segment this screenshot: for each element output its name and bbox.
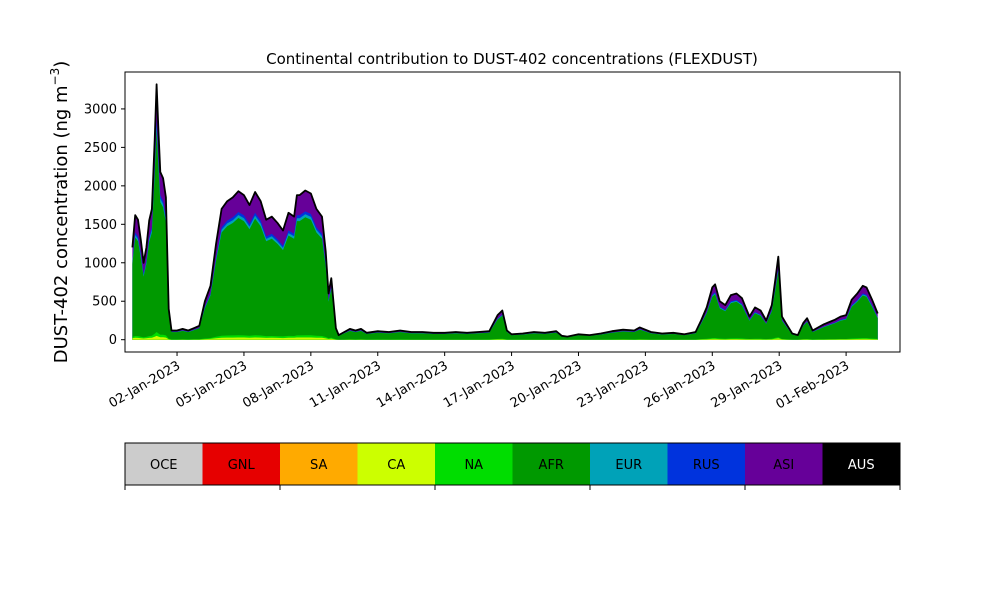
legend-colorbar: OCE GNL SA CA NA AFR EUR RUS ASI AUS [124, 442, 901, 490]
stacked-area-layer [131, 83, 879, 340]
legend-label-eur: EUR [615, 458, 642, 473]
x-tick-label: 11-Jan-2023 [307, 358, 384, 411]
total-line [131, 83, 879, 338]
plot-frame [124, 71, 901, 353]
legend-label-ca: CA [387, 458, 405, 473]
x-tick-label: 01-Feb-2023 [774, 358, 853, 412]
y-axis-label-exponent: −3 [48, 68, 62, 86]
y-tick-label: 3000 [84, 102, 117, 117]
legend-label-afr: AFR [539, 458, 564, 473]
legend-label-gnl: GNL [228, 458, 256, 473]
x-tick-label: 20-Jan-2023 [508, 358, 585, 411]
legend-label-rus: RUS [693, 458, 720, 473]
legend-label-na: NA [464, 458, 483, 473]
y-ticks: 0 500 1000 1500 2000 2500 3000 [84, 102, 125, 348]
x-tick-label: 02-Jan-2023 [106, 358, 183, 411]
x-tick-label: 05-Jan-2023 [173, 358, 250, 411]
legend-swatch-oce [125, 443, 203, 485]
y-axis-label: DUST-402 concentration (ng m−3) [48, 61, 72, 364]
legend-swatch-gnl [202, 443, 281, 485]
legend-swatch-rus [667, 443, 746, 485]
y-tick-label: 1000 [84, 256, 117, 271]
axes-layer [124, 71, 901, 353]
area-series-ca [132, 335, 878, 340]
x-tick-label: 08-Jan-2023 [240, 358, 317, 411]
y-tick-label: 1500 [84, 218, 117, 233]
y-axis-label-main: DUST-402 concentration (ng m [51, 85, 72, 363]
chart-title: Continental contribution to DUST-402 con… [266, 50, 758, 68]
x-tick-label: 14-Jan-2023 [374, 358, 451, 411]
area-series-afr [132, 130, 878, 340]
legend-label-oce: OCE [150, 458, 178, 473]
x-tick-label: 29-Jan-2023 [709, 358, 786, 411]
legend-swatch-aus [822, 443, 901, 485]
y-axis-label-close: ) [51, 61, 72, 68]
legend-swatch-eur [590, 443, 668, 485]
legend-swatch-na [435, 443, 513, 485]
legend-swatch-afr [512, 443, 591, 485]
y-tick-label: 2000 [84, 179, 117, 194]
x-tick-label: 26-Jan-2023 [642, 358, 719, 411]
x-tick-label: 17-Jan-2023 [441, 358, 518, 411]
x-ticks: 02-Jan-202305-Jan-202308-Jan-202311-Jan-… [106, 352, 852, 412]
y-tick-label: 0 [109, 333, 117, 348]
y-tick-label: 500 [92, 295, 117, 310]
y-tick-label: 2500 [84, 141, 117, 156]
x-tick-label: 23-Jan-2023 [575, 358, 652, 411]
legend-swatch-ca [357, 443, 436, 485]
legend-label-asi: ASI [773, 458, 794, 473]
legend-label-aus: AUS [848, 458, 875, 473]
legend-label-sa: SA [310, 458, 327, 473]
legend-frame [124, 442, 901, 486]
legend-swatch-sa [280, 443, 358, 485]
legend-swatch-asi [745, 443, 823, 485]
